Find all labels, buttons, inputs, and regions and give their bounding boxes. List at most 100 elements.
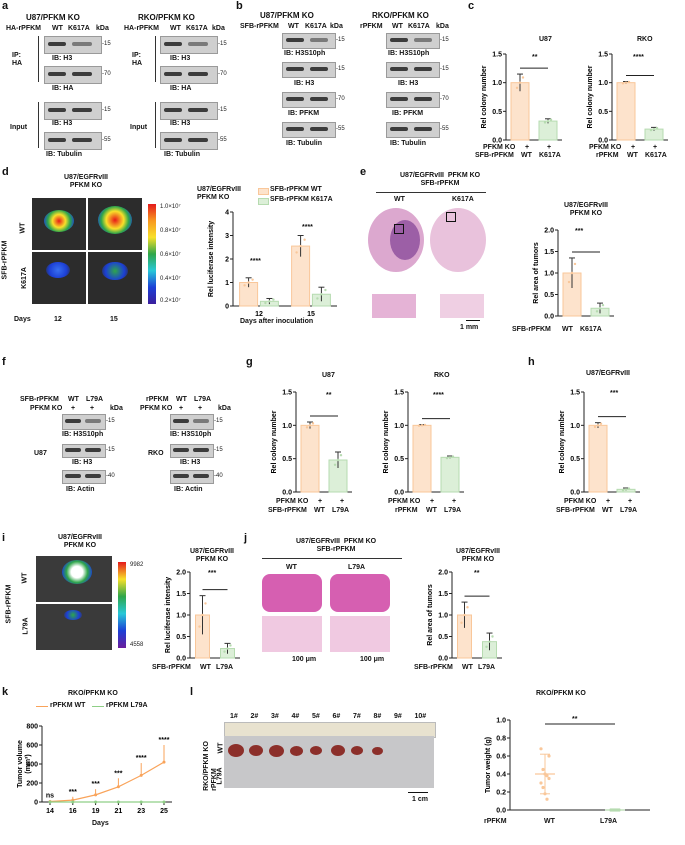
band [188,108,208,112]
band [188,42,208,46]
tumor-number: 9# [394,713,402,720]
plus: + [340,498,345,505]
tumor [228,744,244,757]
y-axis-label: Rel colony number [383,410,390,473]
plus: + [430,498,435,505]
plus: + [71,405,76,412]
y-tick-label: 0.0 [438,656,448,663]
data-point [445,456,449,460]
data-point [295,251,298,254]
y-tick-label: 1.0 [176,613,186,620]
chart-title: RKO [434,372,450,379]
panel-label-k: k [2,686,9,698]
cell-label: RKO [148,450,164,457]
row2-label: SFB-rPFKM [475,152,514,159]
kda-tick: -55 [336,126,345,132]
row1-label: PFKM KO [276,498,309,505]
row-mut: K617A [20,267,28,289]
kda-tick: -70 [218,71,227,77]
day: 12 [54,316,62,323]
divider [376,192,486,193]
data-point [223,650,226,653]
y-axis-label: Rel area of tumors [427,584,434,646]
blot-h3 [282,62,336,78]
signal-spot [64,610,82,620]
panel-label-b: b [236,0,243,12]
legend-wt: SFB-rPFKM WT [270,186,322,193]
data-point [299,244,302,248]
y-tick-label: 1.0 [496,718,506,725]
ib-label: IB: H3S10ph [284,50,326,57]
cat: K617A [645,152,667,159]
bracket [155,36,159,82]
band [414,97,432,101]
lane-mut: K617A [305,23,327,30]
bracket [38,102,42,148]
bar [412,424,432,493]
y-axis-label: Rel colony number [559,410,566,473]
y-tick-label: 1.0 [570,423,580,430]
y-axis-label: Rel area of tumors [533,242,540,304]
panel-label-h: h [528,356,535,368]
histology-inset [262,616,322,652]
band [414,38,432,42]
y-tick-label: 1.0 [394,423,404,430]
days-label: Days [14,316,31,323]
row-mut: L79A [216,767,224,785]
band [65,448,81,452]
brain-section [430,208,486,272]
sig: *** [610,390,619,397]
ib-label: IB: Tubulin [390,140,427,147]
y-tick-label: 0.8 [496,736,506,743]
kda-tick: -15 [336,37,345,43]
data-point [71,800,75,804]
plus: + [452,498,457,505]
row-wt: WT [21,572,29,584]
y-tick-label: 0.0 [176,656,186,663]
data-point [272,298,275,301]
panel-title: U87/EGFRvIII PFKM KO SFB-rPFKM [400,172,481,187]
sig-label: ns [46,792,54,799]
ib-label: IB: H3 [180,459,201,466]
data-point [485,645,488,649]
y-tick-label: 2.0 [438,570,448,577]
y-axis-label: Rel colony number [481,65,488,128]
data-point [518,81,522,84]
band [164,42,182,46]
blot-h3 [170,444,214,458]
band [173,419,189,423]
plus: + [606,498,611,505]
y-tick-label: 0.5 [544,292,554,299]
kda-label: kDa [212,25,225,32]
panel-label-a: a [2,0,9,12]
data-point [264,301,267,305]
band [390,67,408,71]
y-tick-label: 400 [26,762,38,769]
data-point [268,300,271,303]
ib-label: IB: H3 [72,459,93,466]
cat: WT [200,664,211,671]
kda-tick: -70 [102,71,111,77]
row2-label: PFKM KO [30,405,63,412]
panel-label-i: i [2,532,6,544]
row1-label: SFB-rPFKM [20,396,59,403]
lane-mut: K617A [408,23,430,30]
signal-spot [62,560,92,584]
band [286,127,304,131]
data-point [201,613,204,617]
kda-tick: -15 [440,37,449,43]
sig-label: *** [69,789,77,796]
band [164,108,182,112]
kda-label: kDa [110,405,123,412]
legend-line-wt [36,706,48,707]
blot-actin [170,470,214,484]
x-tick-label: 23 [137,808,145,815]
band [390,127,408,131]
data-point [204,602,207,605]
row1-label: PFKM KO [564,498,597,505]
ib-label: IB: H3 [170,55,191,62]
y-tick-label: 2.0 [176,570,186,577]
y-tick-label: 600 [26,743,38,750]
blot-pfkm [386,92,440,108]
data-point [598,307,602,310]
